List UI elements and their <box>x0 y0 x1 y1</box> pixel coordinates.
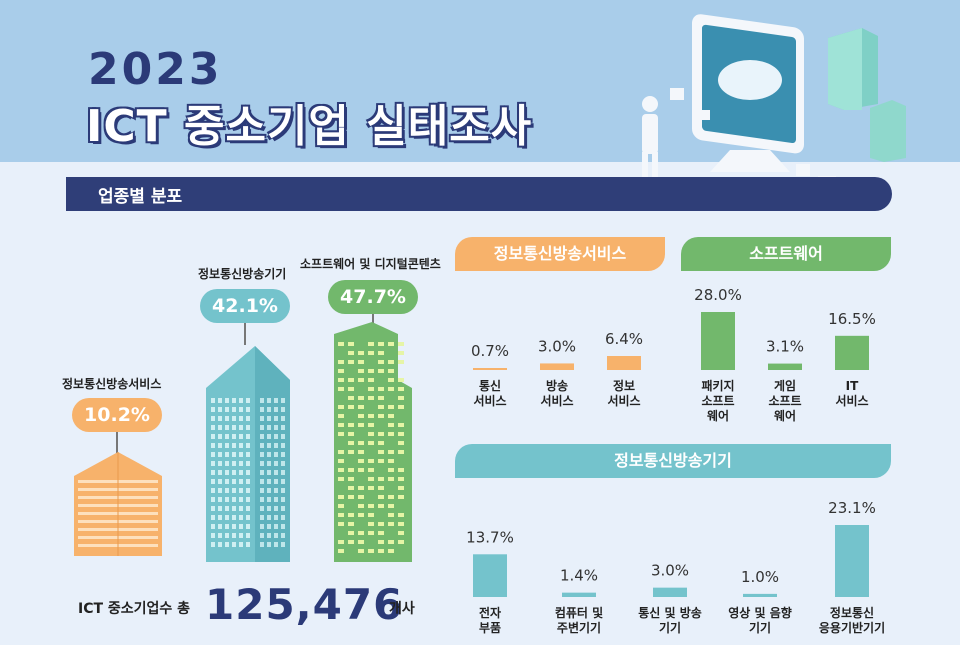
value-label: 6.4% <box>605 330 643 348</box>
header-year: 2023 <box>88 44 223 95</box>
bar-1-1 <box>768 363 802 370</box>
category-label: 통신 및 방송 <box>638 605 702 620</box>
section-header: 업종별 분포 <box>66 177 892 211</box>
category-label: IT <box>846 379 859 393</box>
bar-2-0 <box>473 554 507 597</box>
bar-2-3 <box>743 593 777 597</box>
value-label: 3.0% <box>538 337 576 355</box>
category-label: 웨어 <box>707 408 729 423</box>
bar-0-0 <box>473 368 507 370</box>
bar-2-4 <box>835 525 869 597</box>
total-label: ICT 중소기업수 총 <box>78 601 191 617</box>
section-title: 업종별 분포 <box>98 187 183 207</box>
building-icon <box>870 100 906 162</box>
category-label: 전자 <box>479 605 501 620</box>
category-label: 방송 <box>546 378 568 393</box>
category-label: 영상 및 음향 <box>728 605 792 620</box>
connector-line <box>116 432 118 454</box>
category-label: 소프트 <box>768 394 801 408</box>
category-label: 기기 <box>749 620 771 635</box>
category-label: 서비스 <box>835 393 868 408</box>
value-label: 1.0% <box>741 568 779 586</box>
category-label: 서비스 <box>607 393 640 408</box>
building-label-software: 소프트웨어 및 디지털콘텐츠 <box>300 257 441 271</box>
category-pill-service: 정보통신방송서비스 <box>455 237 665 271</box>
category-label: 서비스 <box>473 393 506 408</box>
building-label-service: 정보통신방송서비스 <box>62 377 162 391</box>
building-icon <box>828 28 878 110</box>
building-value-service: 10.2% <box>72 398 162 432</box>
category-pill-software: 소프트웨어 <box>681 237 891 271</box>
person-icon <box>642 96 658 194</box>
connector-line <box>244 323 246 345</box>
value-label: 3.1% <box>766 338 804 356</box>
category-label: 웨어 <box>774 408 796 423</box>
monitor-icon <box>692 14 804 172</box>
category-label: 응용기반기기 <box>819 620 885 635</box>
building-value-software: 47.7% <box>328 280 418 314</box>
category-label: 주변기기 <box>557 620 601 635</box>
value-label: 28.0% <box>694 286 742 304</box>
total-unit: 개사 <box>389 601 415 617</box>
category-label: 소프트 <box>701 394 734 408</box>
illustration <box>642 14 906 194</box>
category-label: 서비스 <box>540 393 573 408</box>
value-label: 23.1% <box>828 499 876 517</box>
category-label: 컴퓨터 및 <box>555 605 603 620</box>
value-label: 1.4% <box>560 567 598 585</box>
bar-2-2 <box>653 587 687 597</box>
category-label: 정보통신 <box>830 605 874 620</box>
category-label: 부품 <box>479 621 501 635</box>
bar-0-1 <box>540 363 574 370</box>
building-value-device: 42.1% <box>200 289 290 323</box>
value-label: 16.5% <box>828 310 876 328</box>
category-label: 정보 <box>613 378 635 393</box>
value-label: 13.7% <box>466 528 514 546</box>
bar-2-1 <box>562 592 596 597</box>
total-value: 125,476 <box>205 580 404 629</box>
category-label: 통신 <box>479 378 501 393</box>
bar-1-0 <box>701 312 735 370</box>
category-pill-device: 정보통신방송기기 <box>455 444 891 478</box>
category-label: 패키지 <box>701 378 734 393</box>
category-label: 기기 <box>659 620 681 635</box>
value-label: 3.0% <box>651 562 689 580</box>
bar-0-2 <box>607 356 641 370</box>
bar-1-2 <box>835 335 869 370</box>
header-title: ICT 중소기업 실태조사 <box>86 101 533 152</box>
category-label: 게임 <box>774 379 796 393</box>
value-label: 0.7% <box>471 342 509 360</box>
building-label-device: 정보통신방송기기 <box>198 267 287 281</box>
